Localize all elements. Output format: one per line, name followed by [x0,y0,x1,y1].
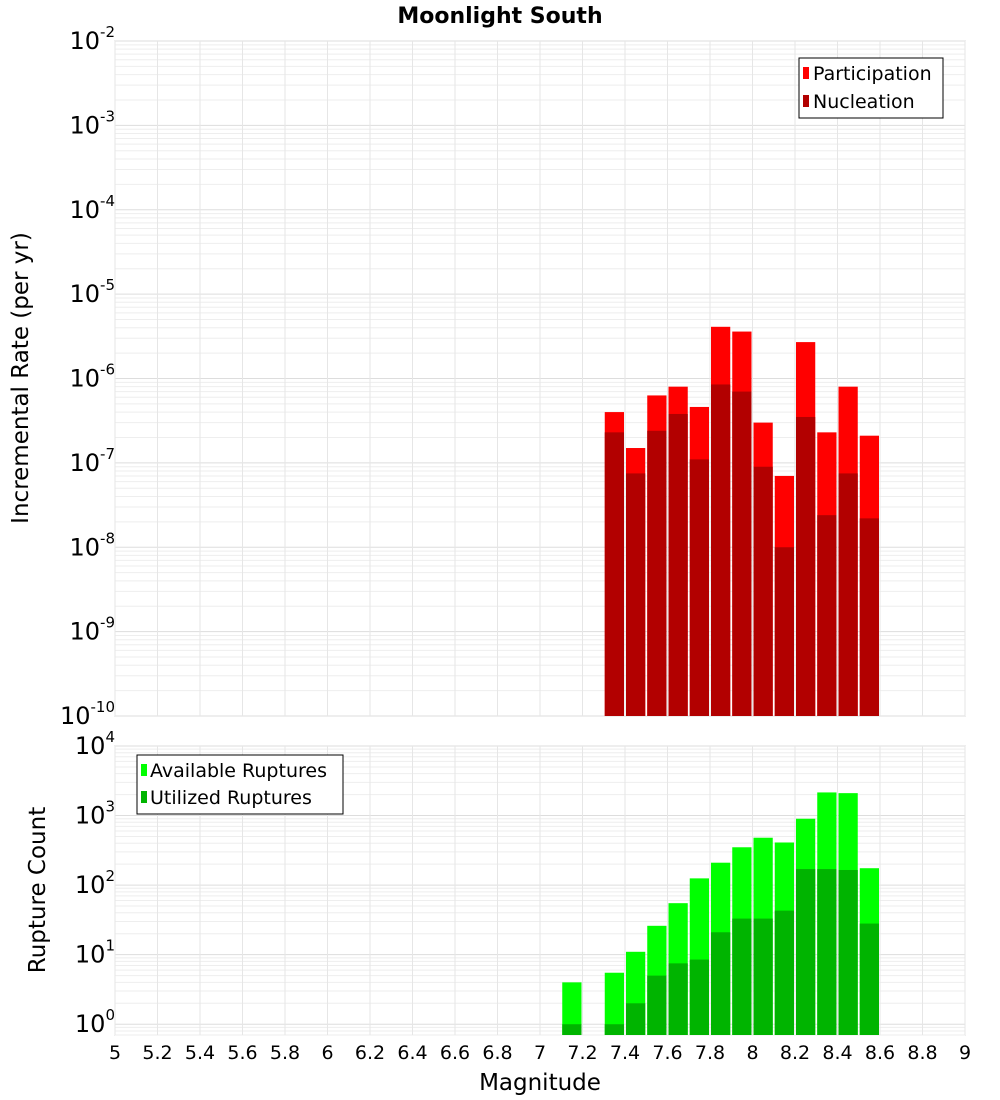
bar-utilized-ruptures [689,959,709,1035]
y-tick-label: 10-7 [69,445,115,477]
bar-nucleation [859,518,879,716]
x-tick-labels: 5 5.2 5.4 5.6 5.8 6 6.2 6.4 6.6 6.8 7 7.2 7.4 7.6 7.8 8… [109,1042,971,1064]
legend-available-label: Available Ruptures [150,760,327,782]
y-tick-label: 10-2 [69,23,115,55]
top-y-axis-label: Incremental Rate (per yr) [8,232,34,524]
legend-available-swatch [141,764,147,776]
x-tick-label: 6 [321,1042,333,1064]
bar-utilized-ruptures [604,1024,624,1035]
bar-nucleation [753,466,773,716]
x-tick-label: 5.2 [142,1042,172,1064]
bar-utilized-ruptures [774,910,794,1035]
bar-nucleation [647,430,667,716]
legend-nucleation-label: Nucleation [813,91,915,113]
bottom-y-tick-labels: 100 101 102 103 104 [75,728,115,1038]
bar-available-ruptures [604,972,624,1035]
bar-nucleation [626,473,646,716]
chart-title: Moonlight South [397,4,602,29]
top-y-tick-labels: 10-10 10-9 10-8 10-7 10-6 10-5 10-4 10-3 10-2 [60,23,115,730]
bar-utilized-ruptures [838,869,858,1035]
bar-utilized-ruptures [859,923,879,1035]
x-tick-label: 5.4 [185,1042,215,1064]
bar-utilized-ruptures [817,869,837,1035]
x-axis-label: Magnitude [479,1070,601,1096]
x-tick-label: 9 [959,1042,971,1064]
bar-utilized-ruptures [753,918,773,1035]
x-tick-label: 5 [109,1042,121,1064]
legend-utilized-swatch [141,791,147,803]
x-tick-label: 7 [534,1042,546,1064]
y-tick-label: 10-5 [69,276,115,308]
y-tick-label: 103 [75,798,115,830]
x-tick-label: 7.2 [567,1042,597,1064]
y-tick-label: 10-4 [69,192,115,224]
x-tick-label: 6.4 [397,1042,427,1064]
bar-nucleation [711,384,731,716]
x-tick-label: 8 [746,1042,758,1064]
bar-nucleation [796,416,816,716]
x-tick-label: 7.6 [652,1042,682,1064]
bar-utilized-ruptures [711,932,731,1035]
bar-nucleation [817,515,837,716]
top-grid [114,40,966,717]
legend-participation-label: Participation [813,63,932,85]
y-tick-label: 10-9 [69,614,115,646]
top-legend: Participation Nucleation [798,57,944,119]
bar-utilized-ruptures [732,918,752,1035]
y-tick-label: 10-6 [69,361,115,393]
bar-nucleation [604,432,624,716]
x-tick-label: 5.8 [270,1042,300,1064]
y-tick-label: 100 [75,1006,115,1038]
bar-utilized-ruptures [796,869,816,1035]
bottom-legend: Available Ruptures Utilized Ruptures [136,754,344,815]
bar-utilized-ruptures [668,963,688,1035]
legend-utilized-label: Utilized Ruptures [150,787,312,809]
x-tick-label: 8.8 [907,1042,937,1064]
y-tick-label: 101 [75,937,115,969]
bar-nucleation [774,547,794,716]
bar-nucleation [732,391,752,716]
bottom-panel: 100 101 102 103 104 5 5.2 5.4 5.6 5.8 6 6.2 6.4 6.6 6… [25,728,971,1096]
legend-nucleation-swatch [803,95,809,107]
y-tick-label: 10-8 [69,529,115,561]
x-tick-label: 7.8 [695,1042,725,1064]
y-tick-label: 10-3 [69,107,115,139]
top-legend-box [798,57,944,119]
x-tick-label: 8.2 [780,1042,810,1064]
bar-utilized-ruptures [626,1003,646,1035]
x-tick-label: 6.8 [482,1042,512,1064]
x-tick-label: 5.6 [227,1042,257,1064]
bar-utilized-ruptures [647,975,667,1035]
bar-utilized-ruptures [562,1024,582,1035]
y-tick-label: 104 [75,728,115,760]
bar-nucleation [838,473,858,716]
bottom-legend-box [136,754,344,815]
bar-nucleation [668,413,688,716]
top-panel: 10-10 10-9 10-8 10-7 10-6 10-5 10-4 10-3 10-2 In… [8,23,966,730]
legend-participation-swatch [803,67,809,79]
x-tick-label: 6.6 [440,1042,470,1064]
bar-available-ruptures [562,982,582,1035]
x-tick-label: 6.2 [355,1042,385,1064]
top-bars [604,326,879,716]
x-tick-label: 8.4 [822,1042,852,1064]
y-tick-label: 10-10 [60,698,115,730]
y-tick-label: 102 [75,867,115,899]
bottom-y-axis-label: Rupture Count [25,807,51,973]
bar-nucleation [689,459,709,716]
bottom-bars [562,792,879,1035]
x-tick-label: 7.4 [610,1042,640,1064]
x-tick-label: 8.6 [865,1042,895,1064]
